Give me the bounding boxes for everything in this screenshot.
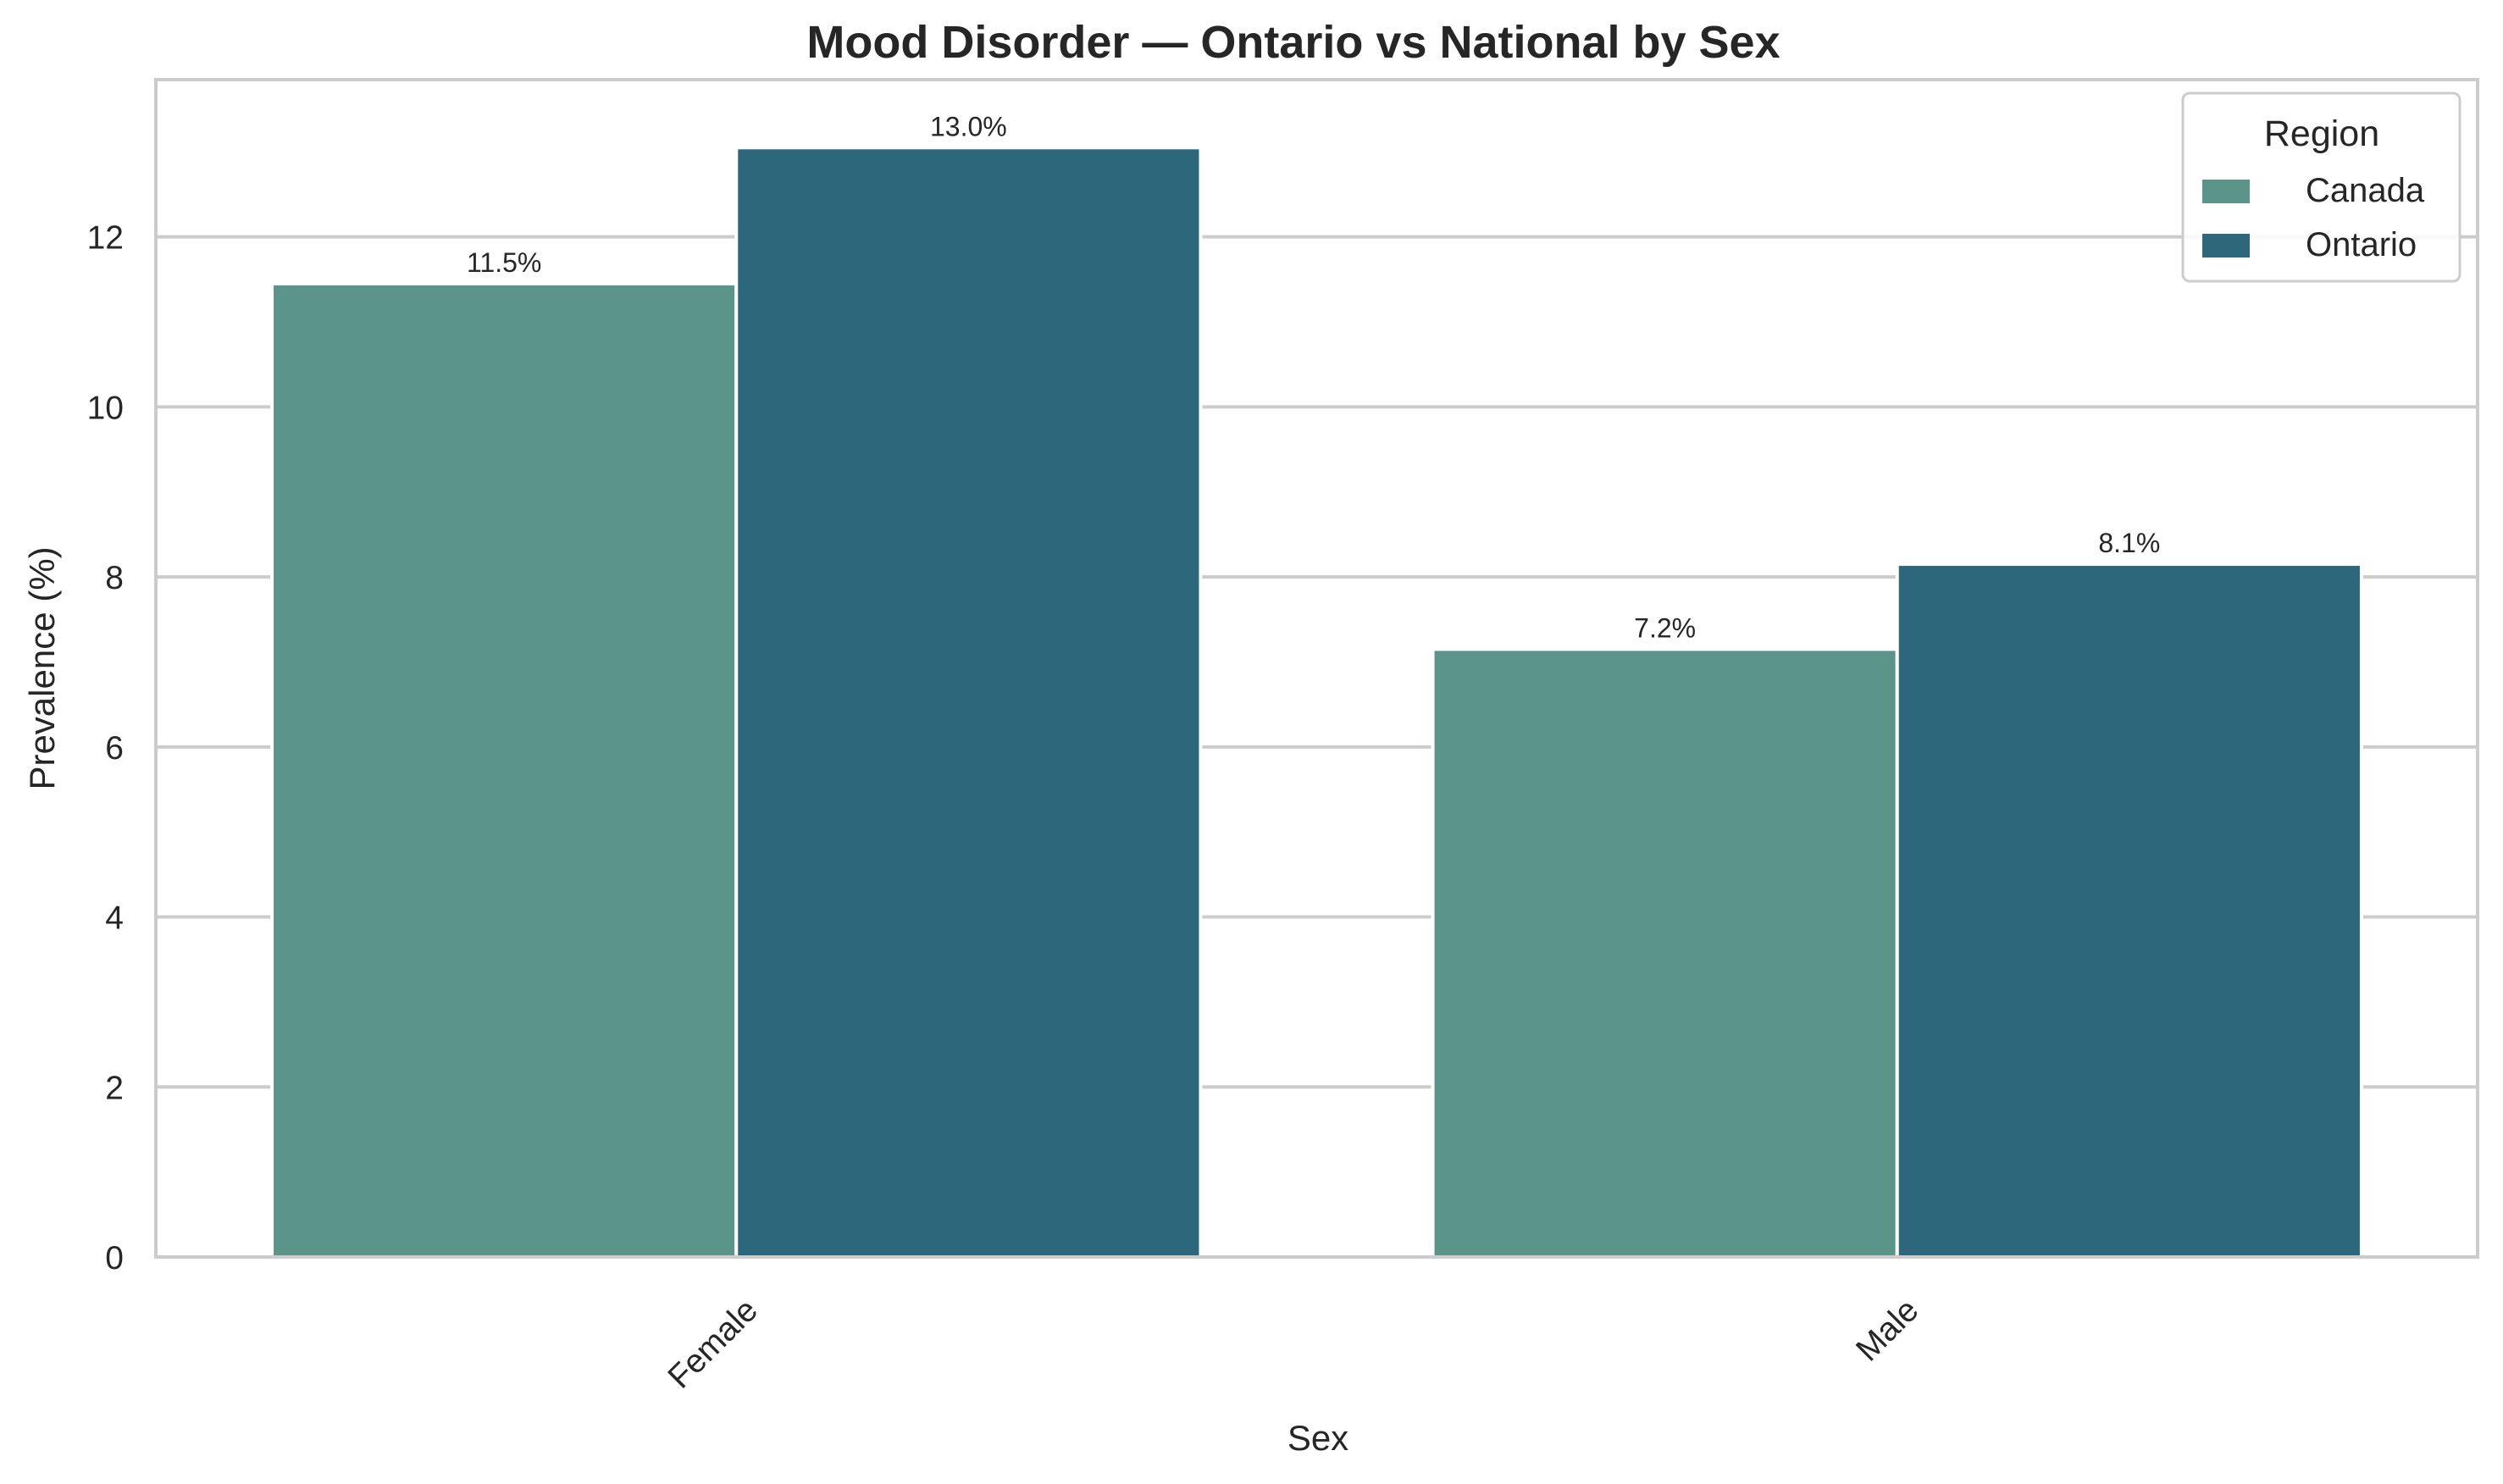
bar-value-label-female-canada: 11.5% <box>467 247 541 278</box>
bar-labels: 11.5% 13.0% 7.2% 8.1% <box>467 111 2160 643</box>
bar-value-label-female-ontario: 13.0% <box>930 111 1007 141</box>
y-tick-label-4: 4 <box>105 900 124 937</box>
legend-label-ontario: Ontario <box>2306 226 2417 263</box>
bar-female-canada <box>270 281 739 1259</box>
legend: Region Canada Ontario <box>2181 91 2461 283</box>
legend-label-canada: Canada <box>2306 172 2425 209</box>
bar-female-ontario <box>734 146 1203 1259</box>
y-tick-label-8: 8 <box>105 560 124 596</box>
y-axis-label: Prevalence (%) <box>22 546 62 789</box>
bar-male-ontario <box>1895 562 2363 1259</box>
y-tick-label-12: 12 <box>87 220 124 257</box>
y-tick-label-6: 6 <box>105 730 124 767</box>
chart-title: Mood Disorder — Ontario vs National by S… <box>806 17 1780 68</box>
legend-swatch-ontario <box>2202 234 2250 257</box>
legend-swatch-canada <box>2202 180 2250 203</box>
bar-value-label-male-canada: 7.2% <box>1634 612 1696 643</box>
y-tick-label-2: 2 <box>105 1070 124 1106</box>
y-tick-labels: 0 2 4 6 8 10 12 <box>87 220 124 1276</box>
y-tick-label-0: 0 <box>105 1240 124 1276</box>
bar-value-label-male-ontario: 8.1% <box>2098 528 2160 558</box>
legend-box <box>2181 91 2461 283</box>
legend-title: Region <box>2264 114 2379 154</box>
x-axis-label: Sex <box>1287 1418 1348 1458</box>
y-tick-label-10: 10 <box>87 390 124 426</box>
bar-male-canada <box>1431 647 1899 1259</box>
plot-frame <box>154 78 2479 1259</box>
